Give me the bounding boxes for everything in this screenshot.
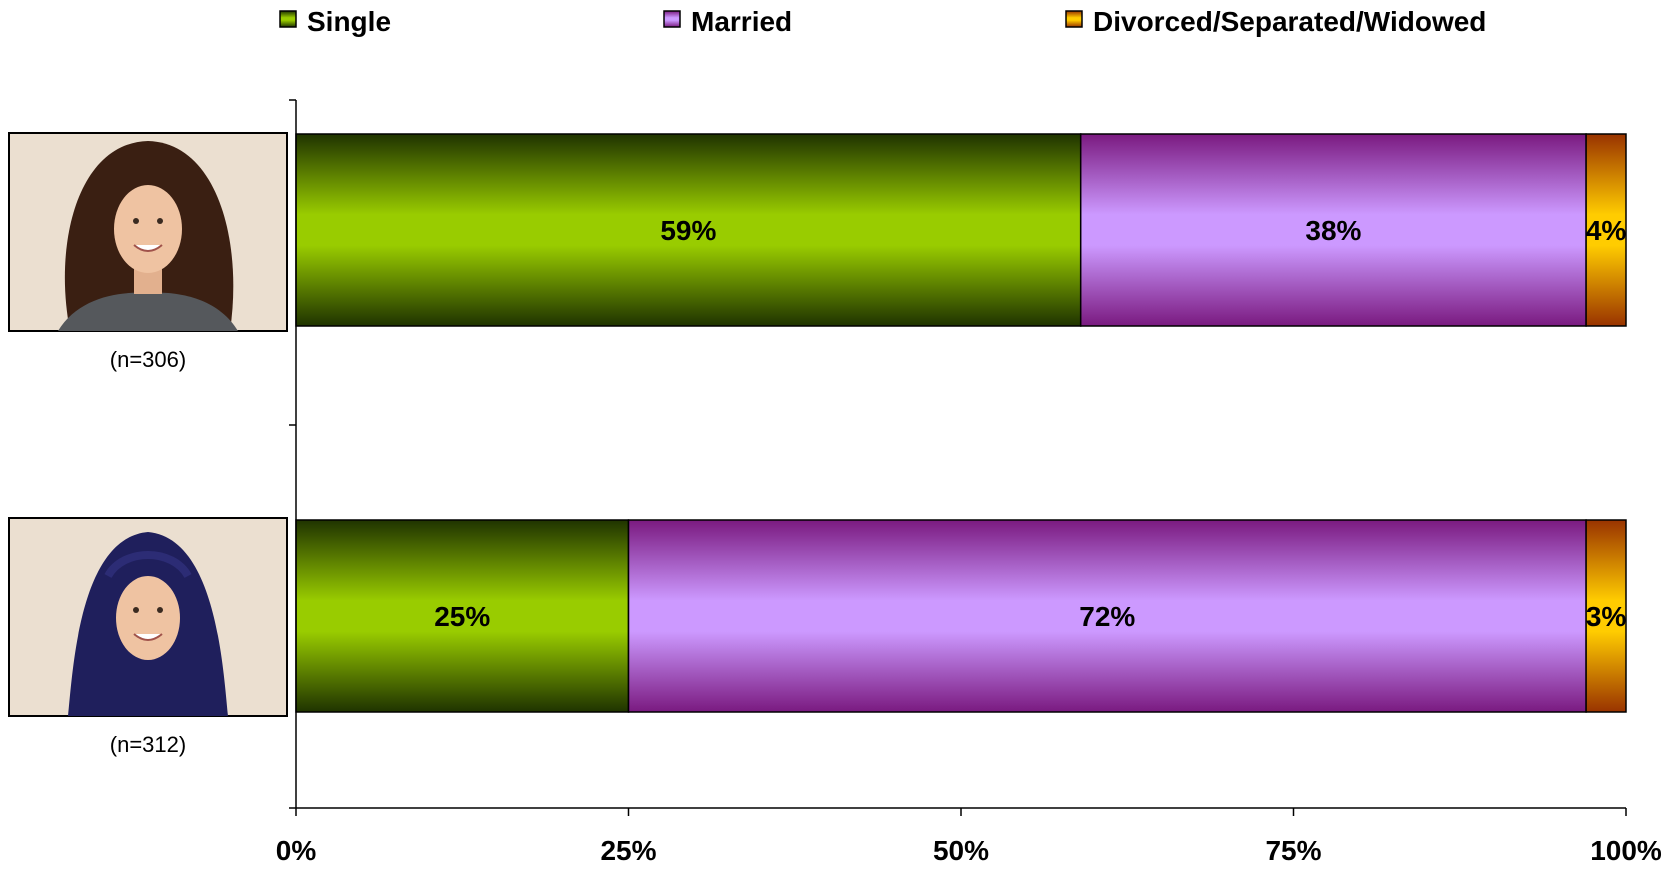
data-label: 25% [434,601,490,632]
bar-single-2 [295,519,630,713]
bar-single-1 [295,133,1082,327]
x-axis-ticks: 0% 25% 50% 75% 100% [276,808,1662,866]
legend-swatch-3 [1065,10,1083,28]
legend-label-1: Single [307,6,391,37]
legend-swatch-2 [663,10,681,28]
woman-hijab-photo [8,517,288,717]
data-label: 59% [660,215,716,246]
data-label: 3% [1586,601,1627,632]
x-tick-label: 75% [1265,835,1321,866]
bar-divorced-separated-widowed-2 [1585,519,1627,713]
legend-swatch-1 [279,10,297,28]
x-tick-label: 50% [933,835,989,866]
x-tick-label: 0% [276,835,317,866]
category-n-label-1: (n=306) [110,347,186,372]
legend-label-2: Married [691,6,792,37]
x-tick-label: 100% [1590,835,1662,866]
bar-divorced-separated-widowed-1 [1585,133,1627,327]
bar-married-2 [627,519,1587,713]
bar-married-1 [1079,133,1587,327]
data-label: 38% [1305,215,1361,246]
legend: Single Married Divorced/Separated/Widowed [279,6,1486,37]
legend-label-3: Divorced/Separated/Widowed [1093,6,1486,37]
x-tick-label: 25% [600,835,656,866]
data-label: 4% [1586,215,1627,246]
category-labels: (n=306) (n=312) [8,132,288,757]
category-n-label-2: (n=312) [110,732,186,757]
bars: 59% 38% 4% 25% 72% 3% [295,133,1627,713]
woman-long-hair-photo [8,132,288,332]
data-label: 72% [1079,601,1135,632]
